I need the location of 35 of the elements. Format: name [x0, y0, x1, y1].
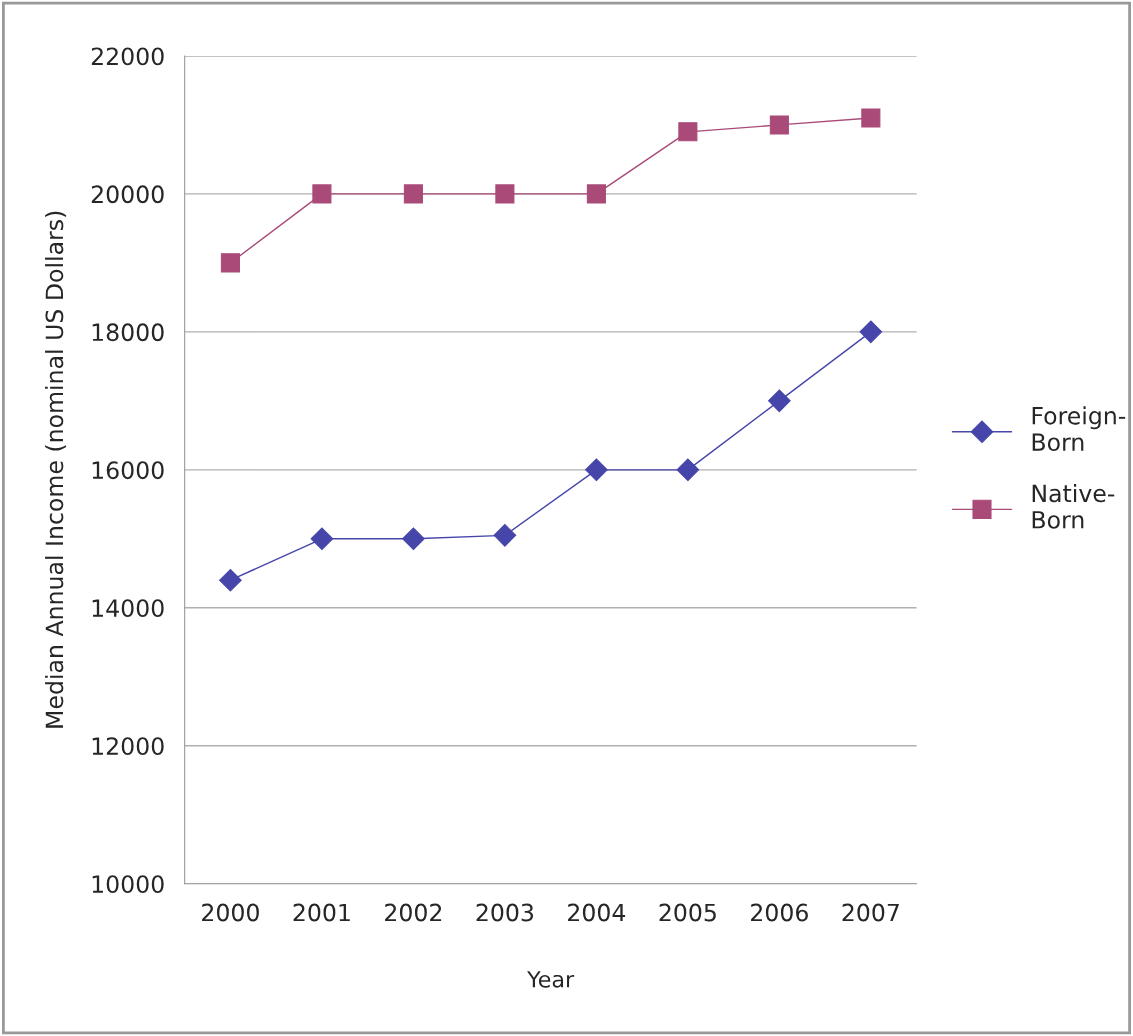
point [586, 184, 606, 204]
point [403, 184, 423, 204]
point [676, 458, 700, 482]
y-tick-label: 10000 [92, 875, 164, 894]
x-axis-title: Year [527, 971, 575, 988]
x-tick-label: 2004 [568, 903, 626, 922]
point [769, 115, 789, 135]
point [585, 458, 608, 482]
y-tick-label: 18000 [92, 323, 164, 342]
point [312, 184, 332, 204]
x-tick-label: 2006 [751, 903, 808, 922]
legend-label: Native-Born [1032, 483, 1115, 529]
x-tick-label: 2003 [476, 903, 534, 922]
point [768, 389, 791, 413]
x-tick-label: 2000 [202, 903, 259, 922]
y-tick-label: 16000 [92, 461, 164, 480]
point [310, 527, 334, 551]
point [861, 108, 881, 128]
x-tick-label: 2001 [293, 903, 350, 922]
y-tick-label: 14000 [92, 599, 164, 618]
x-tick-label: 2002 [385, 903, 442, 922]
point [493, 524, 517, 547]
point [495, 184, 515, 204]
x-tick-label: 2005 [659, 903, 716, 922]
y-axis-title: Median Annual Income (nominal US Dollars) [45, 211, 67, 728]
x-tick-label: 2007 [842, 903, 899, 922]
point [678, 122, 698, 142]
point [219, 568, 242, 592]
legend-label: Foreign-Born [1032, 406, 1126, 452]
y-tick-label: 20000 [91, 185, 164, 204]
point [402, 527, 425, 551]
y-tick-label: 22000 [91, 47, 164, 66]
y-tick-label: 12000 [92, 737, 164, 756]
point [859, 320, 883, 344]
point [220, 253, 240, 273]
